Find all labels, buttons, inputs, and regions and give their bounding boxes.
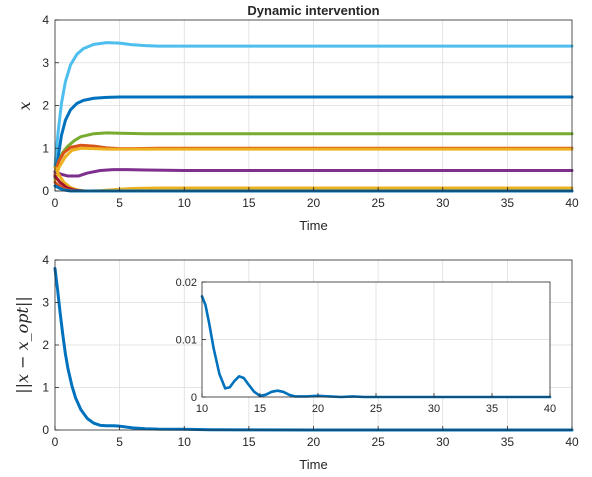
bottom-y-tick-label: 1 (42, 381, 49, 395)
top-y-tick-label: 3 (42, 56, 49, 70)
top-x-tick-label: 35 (501, 196, 515, 210)
inset-x-tick-label: 40 (544, 403, 556, 415)
inset-grid (202, 282, 550, 397)
top-series-line-5 (53, 168, 574, 178)
bottom-x-tick-label: 35 (501, 435, 515, 449)
top-y-tick-label: 0 (42, 184, 49, 198)
bottom-series-group (53, 267, 574, 432)
inset-x-tick-label: 30 (428, 403, 440, 415)
bottom-x-tick-label: 40 (565, 435, 579, 449)
top-series-line-0 (53, 41, 574, 167)
top-x-tick-label: 5 (116, 196, 123, 210)
bottom-y-axis-label: ||x − x_opt|| (13, 296, 32, 394)
inset-series-group (200, 295, 552, 399)
top-series-line-4 (53, 146, 574, 182)
top-x-axis-label: Time (299, 218, 327, 233)
inset-y-tick-label: 0 (191, 392, 197, 404)
bottom-x-axis-label: Time (299, 457, 327, 472)
bottom-x-tick-label: 5 (116, 435, 123, 449)
top-plot: 0 5 10 15 20 25 30 35 40 0 1 2 3 4 Dynamic interventi… (15, 3, 579, 233)
bottom-series-line-0 (53, 267, 574, 432)
inset-x-tick-label: 35 (486, 403, 498, 415)
bottom-y-tick-label: 4 (42, 253, 49, 267)
inset-x-tick-label: 20 (312, 403, 324, 415)
bottom-x-tick-label: 30 (436, 435, 450, 449)
top-y-axis-label: x (15, 101, 34, 110)
bottom-x-tick-label: 0 (52, 435, 59, 449)
bottom-tick-labels: 0 5 10 15 20 25 30 35 40 0 1 2 3 4 (42, 253, 579, 449)
inset-tick-labels: 10 15 20 25 30 35 40 0 0.01 0.02 (176, 277, 557, 415)
bottom-y-tick-label: 2 (42, 338, 49, 352)
top-x-tick-label: 10 (178, 196, 192, 210)
bottom-x-tick-label: 20 (307, 435, 321, 449)
top-y-tick-label: 1 (42, 141, 49, 155)
top-y-tick-label: 4 (42, 13, 49, 27)
bottom-y-tick-label: 3 (42, 296, 49, 310)
top-x-tick-label: 0 (52, 196, 59, 210)
top-series-group (53, 41, 574, 193)
top-x-tick-label: 40 (565, 196, 579, 210)
bottom-x-tick-label: 10 (178, 435, 192, 449)
top-series-line-1 (53, 95, 574, 180)
bottom-x-tick-label: 25 (371, 435, 385, 449)
top-x-tick-label: 30 (436, 196, 450, 210)
top-x-tick-label: 15 (242, 196, 256, 210)
top-tick-labels: 0 5 10 15 20 25 30 35 40 0 1 2 3 4 (42, 13, 579, 210)
inset-y-tick-label: 0.01 (176, 335, 197, 347)
top-x-tick-label: 25 (371, 196, 385, 210)
top-chart-title: Dynamic intervention (247, 3, 379, 18)
inset-x-tick-label: 25 (370, 403, 382, 415)
top-x-tick-label: 20 (307, 196, 321, 210)
bottom-y-tick-label: 0 (42, 423, 49, 437)
inset-x-tick-label: 10 (196, 403, 208, 415)
inset-x-tick-label: 15 (254, 403, 266, 415)
top-y-tick-label: 2 (42, 99, 49, 113)
inset-series-line-0 (200, 295, 552, 399)
bottom-x-tick-label: 15 (242, 435, 256, 449)
inset-y-tick-label: 0.02 (176, 277, 197, 289)
inset-plot: 10 15 20 25 30 35 40 0 0.01 0.02 (176, 277, 557, 415)
